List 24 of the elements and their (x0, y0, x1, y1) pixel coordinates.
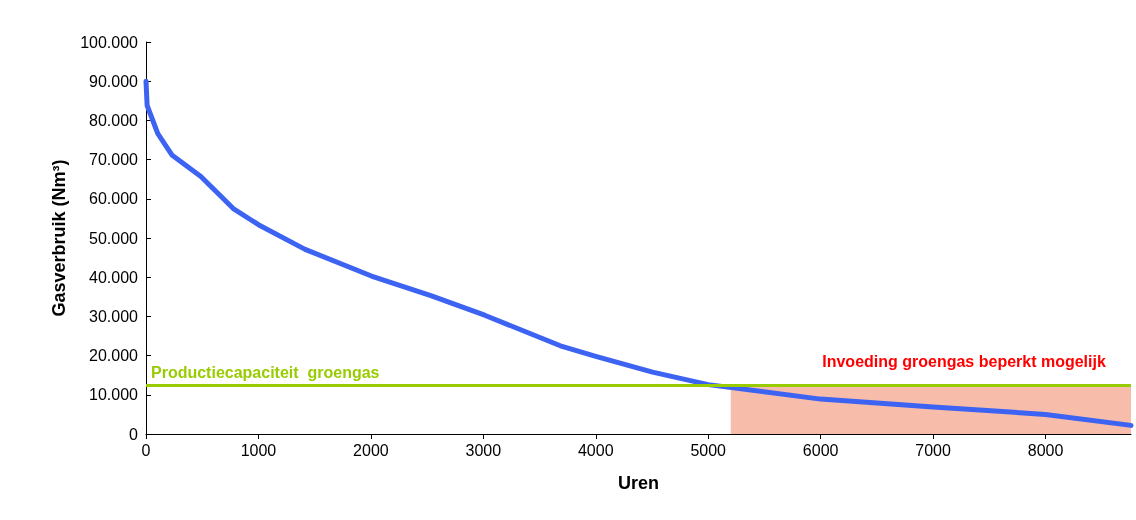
y-tick-label: 100.000 (80, 33, 139, 51)
x-tick-label: 7000 (915, 441, 951, 459)
y-tick-label: 30.000 (89, 307, 139, 325)
x-tick-label: 5000 (690, 441, 727, 459)
band-label: Invoeding groengas beperkt mogelijk (822, 352, 1106, 370)
x-tick-label: 3000 (465, 441, 502, 459)
y-axis-title: Gasverbruik (Nm³) (49, 159, 69, 317)
y-tick-label: 90.000 (89, 72, 139, 90)
x-axis-title: Uren (617, 473, 660, 493)
x-tick-label: 0 (141, 441, 151, 459)
y-tick-label: 80.000 (89, 111, 139, 129)
x-tick-label: 8000 (1027, 441, 1064, 459)
y-tick-label: 40.000 (89, 268, 139, 286)
x-tick-label: 4000 (577, 441, 614, 459)
y-tick-label: 0 (129, 425, 139, 443)
y-tick-label: 10.000 (89, 386, 139, 404)
x-tick-label: 2000 (353, 441, 389, 459)
y-tick-label: 20.000 (89, 347, 139, 365)
y-tick-label: 70.000 (89, 151, 139, 169)
y-tick-label: 60.000 (89, 190, 139, 208)
x-tick-label: 1000 (240, 441, 277, 459)
x-tick-label: 6000 (802, 441, 839, 459)
ref-line-label: Productiecapaciteit groengas (151, 363, 380, 381)
y-tick-label: 50.000 (89, 229, 139, 247)
